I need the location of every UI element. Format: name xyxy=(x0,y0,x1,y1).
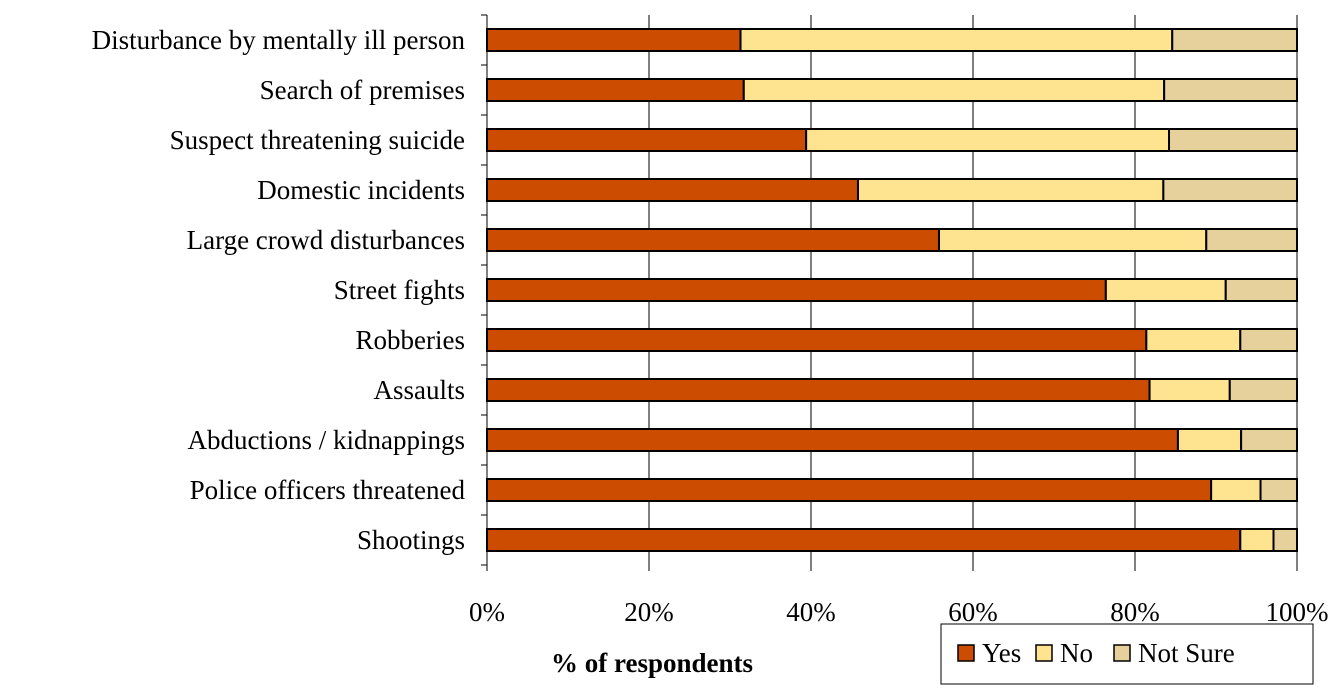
bar-not-sure xyxy=(1163,78,1299,102)
category-label: Robberies xyxy=(356,325,465,355)
bar-not-sure xyxy=(1205,228,1299,252)
x-tick-label: 20% xyxy=(624,597,674,627)
bar-no xyxy=(739,28,1174,52)
legend-swatch xyxy=(1113,644,1131,662)
category-label: Assaults xyxy=(373,375,465,405)
category-label: Domestic incidents xyxy=(257,175,465,205)
bar-yes xyxy=(486,428,1179,452)
bar-no xyxy=(1148,378,1231,402)
bar-no xyxy=(742,78,1166,102)
category-label: Disturbance by mentally ill person xyxy=(92,25,466,55)
bar-no xyxy=(856,178,1165,202)
category-label: Large crowd disturbances xyxy=(187,225,465,255)
legend-swatch xyxy=(957,644,975,662)
bar-no xyxy=(1145,328,1242,352)
bar-not-sure xyxy=(1162,178,1298,202)
bar-not-sure xyxy=(1168,128,1299,152)
bar-not-sure xyxy=(1228,378,1299,402)
bar-yes xyxy=(486,178,859,202)
bar-yes xyxy=(486,78,745,102)
legend-label: Yes xyxy=(982,638,1021,668)
bar-no xyxy=(1210,478,1262,502)
bars xyxy=(486,28,1299,552)
bar-yes xyxy=(486,528,1242,552)
x-tick-label: 0% xyxy=(469,597,505,627)
x-tick-label: 100% xyxy=(1266,597,1329,627)
x-tick-label: 40% xyxy=(786,597,836,627)
category-label: Suspect threatening suicide xyxy=(170,125,465,155)
bar-yes xyxy=(486,478,1213,502)
bar-yes xyxy=(486,128,808,152)
bar-not-sure xyxy=(1239,328,1299,352)
bar-yes xyxy=(486,228,940,252)
bar-yes xyxy=(486,278,1107,302)
category-label: Shootings xyxy=(357,525,465,555)
category-label: Street fights xyxy=(334,275,465,305)
x-tick-label: 80% xyxy=(1110,597,1160,627)
legend-label: No xyxy=(1060,638,1093,668)
bar-not-sure xyxy=(1259,478,1299,502)
category-label: Abductions / kidnappings xyxy=(188,425,466,455)
legend-swatch xyxy=(1035,644,1053,662)
bar-not-sure xyxy=(1272,528,1299,552)
axes xyxy=(481,14,1298,571)
legend: Yes No Not Sure xyxy=(940,623,1314,685)
bar-no xyxy=(937,228,1208,252)
bar-no xyxy=(1239,528,1275,552)
bar-no xyxy=(1176,428,1243,452)
bar-no xyxy=(1104,278,1227,302)
x-tick-labels: 0% 20% 40% 60% 80% 100% xyxy=(469,597,1329,627)
category-label: Police officers threatened xyxy=(190,475,466,505)
bar-not-sure xyxy=(1240,428,1298,452)
category-label: Search of premises xyxy=(260,75,465,105)
bar-not-sure xyxy=(1171,28,1299,52)
bar-no xyxy=(805,128,1171,152)
bar-yes xyxy=(486,28,742,52)
bar-yes xyxy=(486,328,1148,352)
legend-label: Not Sure xyxy=(1138,638,1235,668)
bar-yes xyxy=(486,378,1151,402)
x-axis-title: % of respondents xyxy=(551,648,753,678)
bar-not-sure xyxy=(1224,278,1298,302)
category-labels: Disturbance by mentally ill person Search… xyxy=(92,25,466,555)
x-tick-label: 60% xyxy=(948,597,998,627)
